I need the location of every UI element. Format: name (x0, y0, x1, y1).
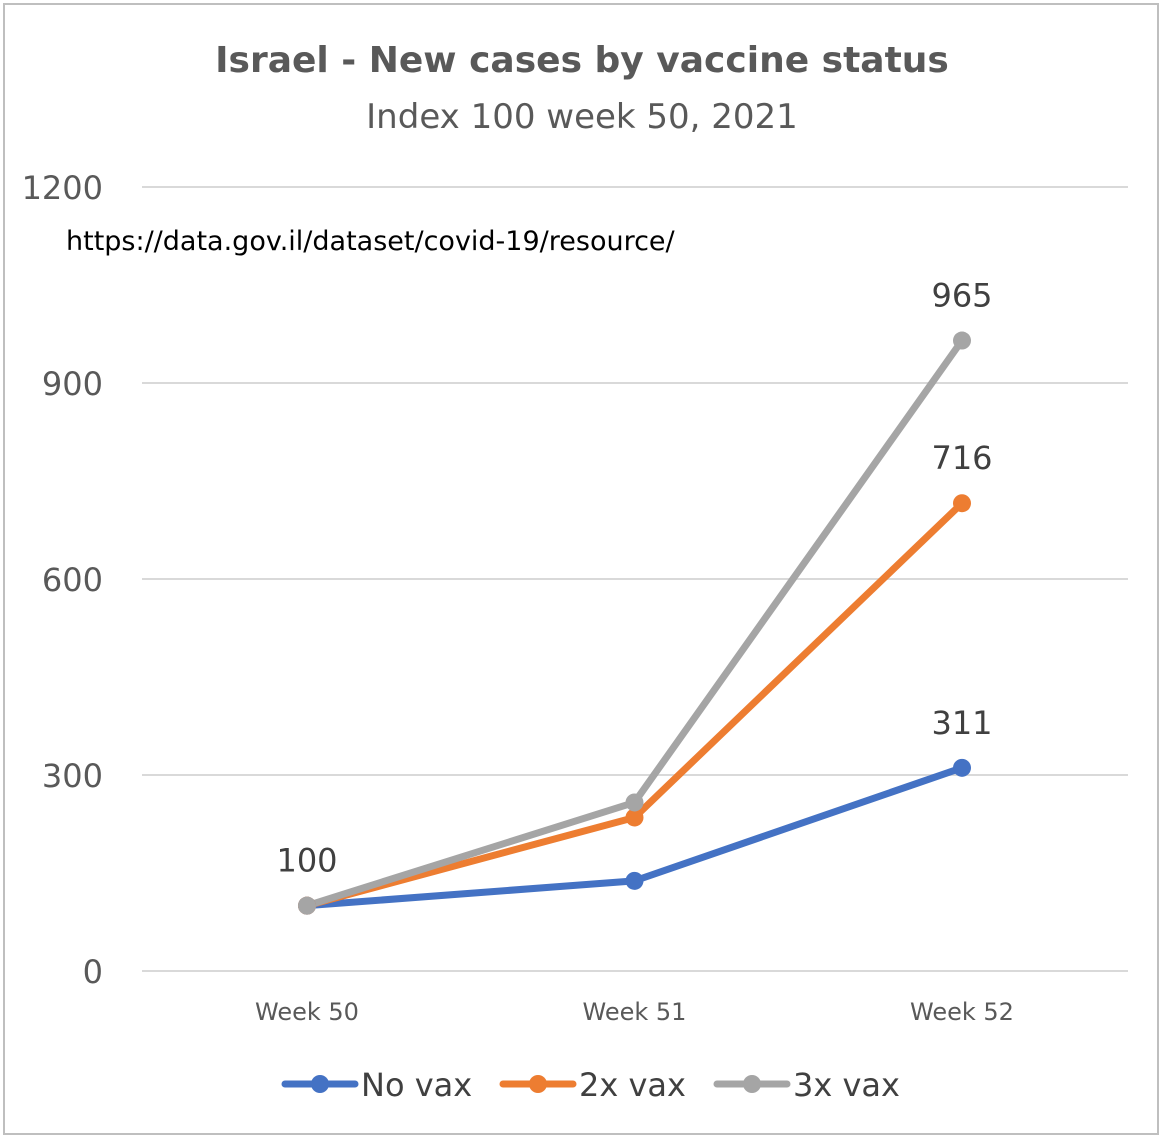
legend-marker-3x-vax (743, 1075, 761, 1093)
legend-marker-2x-vax (529, 1075, 547, 1093)
legend: No vax 2x vax 3x vax (281, 1066, 900, 1104)
source-url-annotation: https://data.gov.il/dataset/covid-19/res… (66, 226, 676, 257)
chart-title: Israel - New cases by vaccine status (215, 40, 949, 81)
x-axis-tick-labels: Week 50 Week 51 Week 52 (255, 998, 1014, 1026)
y-tick-label-600: 600 (42, 561, 103, 599)
y-tick-label-300: 300 (42, 757, 103, 795)
data-label-3x-vax-3: 965 (931, 277, 992, 315)
y-axis-tick-labels: 0 300 600 900 1200 (22, 169, 103, 991)
chart-subtitle: Index 100 week 50, 2021 (366, 97, 798, 137)
data-point-3x-vax-2 (625, 793, 644, 812)
data-label-2x-vax-3: 716 (931, 439, 992, 477)
y-tick-label-900: 900 (42, 365, 103, 403)
data-labels: 311 716 100 965 (276, 277, 992, 880)
data-point-no-vax-3 (953, 758, 971, 777)
data-point-2x-vax-2 (625, 808, 644, 827)
series-line-2x-vax (303, 499, 966, 910)
y-tick-label-1200: 1200 (22, 169, 103, 207)
data-point-3x-vax-3 (953, 331, 971, 350)
x-tick-label-1: Week 50 (255, 998, 359, 1026)
series-points (298, 331, 971, 915)
chart-frame (3, 3, 1159, 1135)
data-point-2x-vax-3 (953, 494, 971, 513)
data-label-3x-vax-1: 100 (276, 842, 337, 880)
legend-label-no-vax: No vax (361, 1066, 472, 1104)
legend-marker-no-vax (311, 1075, 329, 1093)
y-tick-label-0: 0 (83, 953, 103, 991)
data-label-no-vax-3: 311 (931, 704, 992, 742)
x-tick-label-2: Week 51 (583, 998, 687, 1026)
x-tick-label-3: Week 52 (910, 998, 1014, 1026)
legend-label-3x-vax: 3x vax (793, 1066, 900, 1104)
data-point-3x-vax-1 (298, 896, 316, 915)
data-point-no-vax-2 (625, 871, 644, 890)
legend-label-2x-vax: 2x vax (579, 1066, 686, 1104)
